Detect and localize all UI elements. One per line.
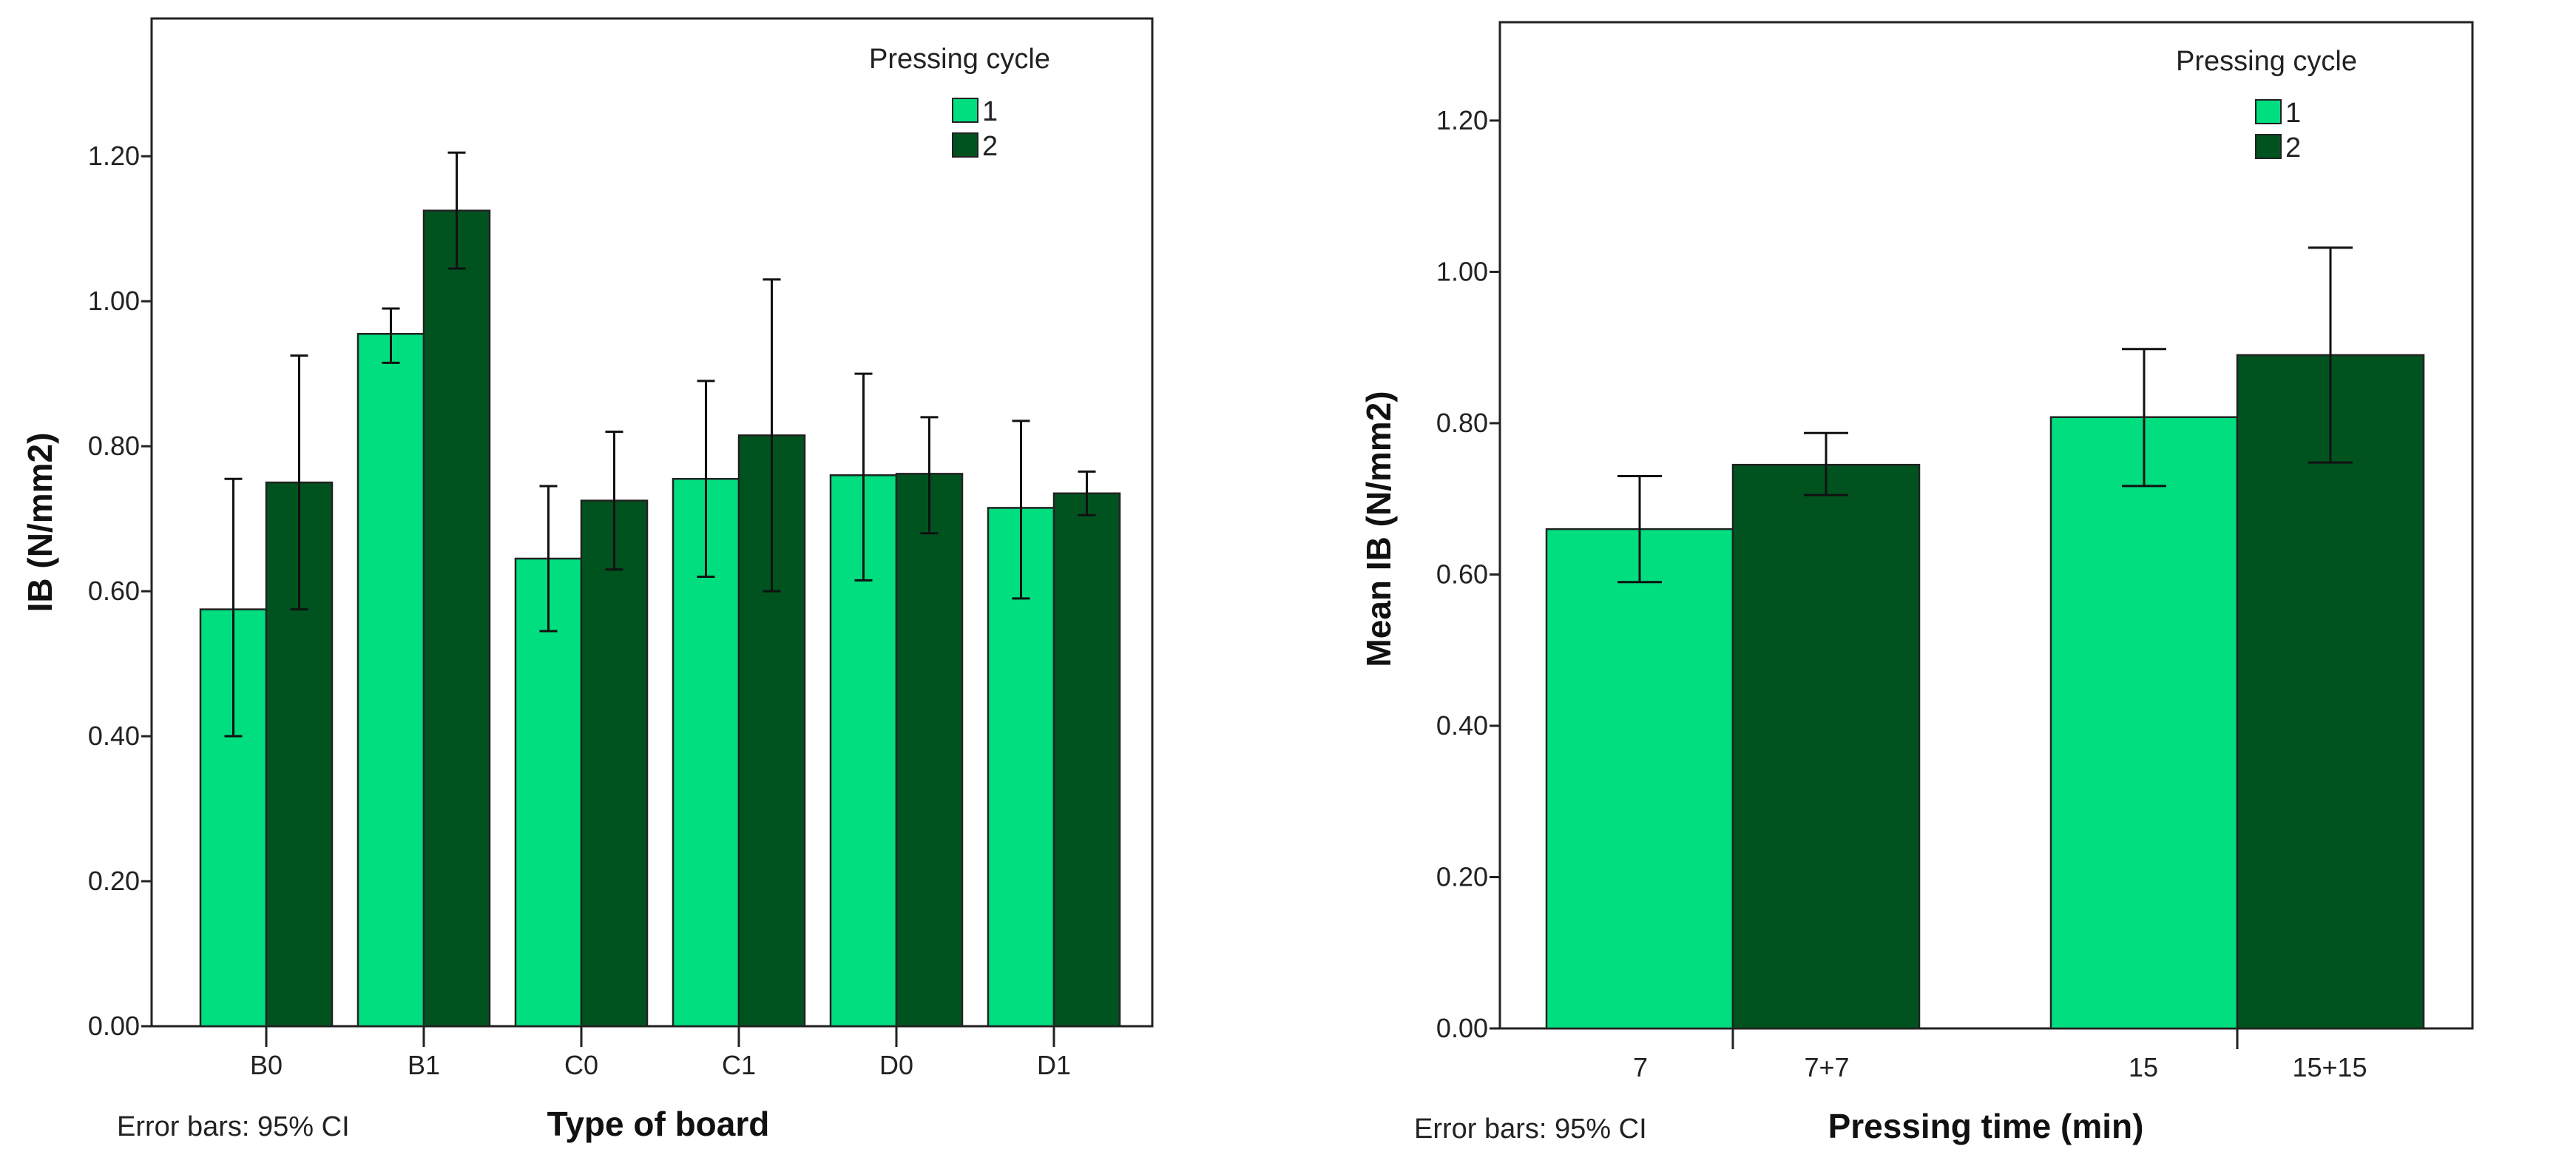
legend-title: Pressing cycle xyxy=(2176,46,2357,77)
y-axis-title: IB (N/mm2) xyxy=(21,433,59,613)
bar-D1-cycle-2 xyxy=(1052,492,1121,1028)
bar-15-cycle-1 xyxy=(2049,416,2239,1030)
chart-ib-by-board-type: IB (N/mm2) Type of board Error bars: 95%… xyxy=(21,17,1154,1143)
x-axis-title: Pressing time (min) xyxy=(1828,1107,2144,1145)
x-tick-label: B1 xyxy=(408,1050,440,1080)
x-tick-label: 15+15 xyxy=(2292,1052,2367,1082)
x-axis-title: Type of board xyxy=(547,1105,770,1143)
y-tick-label: 1.20 xyxy=(88,141,140,171)
y-tick-label: 0.20 xyxy=(88,866,140,896)
legend-label-cycle-1: 1 xyxy=(982,96,998,127)
y-tick-label: 0.20 xyxy=(1436,861,1488,892)
x-tick-label: 15 xyxy=(2129,1052,2158,1082)
y-tick-label: 0.60 xyxy=(88,576,140,606)
y-tick-label: 1.00 xyxy=(88,286,140,316)
bar-C0-cycle-1 xyxy=(514,557,583,1028)
bar-15+15-cycle-2 xyxy=(2236,354,2425,1030)
x-tick-label: 7+7 xyxy=(1804,1052,1849,1082)
legend-title: Pressing cycle xyxy=(869,44,1050,75)
x-tick-label: B0 xyxy=(250,1050,283,1080)
y-tick-label: 0.60 xyxy=(1436,559,1488,589)
legend-label-cycle-1: 1 xyxy=(2285,98,2301,129)
y-tick-label: 0.00 xyxy=(1436,1013,1488,1043)
x-tick-label: D0 xyxy=(879,1050,913,1080)
y-tick-label: 0.40 xyxy=(88,721,140,751)
legend-label-cycle-2: 2 xyxy=(2285,132,2301,164)
legend-swatch-cycle-1 xyxy=(952,98,978,123)
bar-B1-cycle-1 xyxy=(356,332,425,1028)
x-tick-label: C0 xyxy=(564,1050,598,1080)
x-tick-label: 7 xyxy=(1633,1052,1648,1082)
y-axis-title: Mean IB (N/mm2) xyxy=(1359,391,1398,667)
bar-B1-cycle-2 xyxy=(422,209,491,1028)
plot-frame xyxy=(1498,21,2474,1030)
y-tick-label: 0.00 xyxy=(88,1011,140,1041)
error-bar-note: Error bars: 95% CI xyxy=(1414,1114,1647,1145)
bar-7-cycle-1 xyxy=(1545,528,1734,1030)
legend-swatch-cycle-1 xyxy=(2255,99,2282,124)
y-tick-label: 0.80 xyxy=(88,431,140,461)
bar-D0-cycle-2 xyxy=(895,473,964,1028)
chart-ib-by-pressing-time: Mean IB (N/mm2) Pressing time (min) Erro… xyxy=(1359,21,2474,1145)
bar-7+7-cycle-2 xyxy=(1731,463,1921,1030)
y-tick-label: 0.40 xyxy=(1436,710,1488,741)
x-tick-label: C1 xyxy=(722,1050,756,1080)
legend-label-cycle-2: 2 xyxy=(982,131,998,162)
y-tick-label: 1.20 xyxy=(1436,105,1488,135)
legend-swatch-cycle-2 xyxy=(2255,134,2282,159)
error-bar-note: Error bars: 95% CI xyxy=(117,1111,350,1142)
plot-frame xyxy=(150,17,1154,1028)
bar-C0-cycle-2 xyxy=(580,499,649,1028)
y-tick-label: 1.00 xyxy=(1436,256,1488,286)
legend-swatch-cycle-2 xyxy=(952,132,978,158)
x-tick-label: D1 xyxy=(1037,1050,1071,1080)
y-tick-label: 0.80 xyxy=(1436,408,1488,438)
